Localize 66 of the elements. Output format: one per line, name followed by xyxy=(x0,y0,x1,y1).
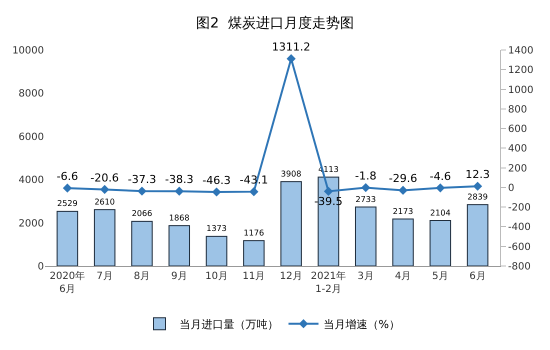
bar xyxy=(466,204,488,266)
y2-tick-label: -800 xyxy=(508,262,531,272)
point xyxy=(436,183,445,192)
bar xyxy=(243,240,265,266)
bar xyxy=(168,225,190,266)
x-tick-label: 9月 xyxy=(171,271,188,282)
bar xyxy=(280,181,302,266)
x-tick-label: 7月 xyxy=(96,271,113,282)
bar xyxy=(392,218,414,266)
x-tick-label: 10月 xyxy=(205,271,228,282)
point xyxy=(249,187,258,196)
data-label: -37.3 xyxy=(128,172,156,186)
x-tick-label: 5月 xyxy=(432,271,449,282)
x-tick-label: 8月 xyxy=(134,271,150,282)
y-tick-label: 6000 xyxy=(18,132,44,143)
point xyxy=(137,186,147,196)
data-label: -6.6 xyxy=(56,170,78,183)
x-tick-label: 3月 xyxy=(358,271,374,282)
data-label: -20.6 xyxy=(90,171,119,184)
x-tick-label: 11月 xyxy=(242,271,266,282)
y-tick-label: 4000 xyxy=(18,175,44,186)
y2-tick-label: -200 xyxy=(508,202,531,214)
y2-tick-label: 400 xyxy=(508,144,528,155)
x-tick-label: 2020年 6月 xyxy=(50,270,86,295)
data-label: 12.3 xyxy=(465,168,490,182)
y-tick-label: 8000 xyxy=(18,88,44,100)
bar xyxy=(354,206,376,266)
bar xyxy=(94,209,116,266)
y-tick-label: 2000 xyxy=(18,218,44,230)
data-label: -46.3 xyxy=(202,174,231,187)
point xyxy=(473,182,482,191)
y2-tick-label: 1400 xyxy=(508,46,534,56)
y2-tick-label: 1000 xyxy=(508,84,534,96)
bar xyxy=(131,220,153,266)
y2-tick-label: 1200 xyxy=(508,65,534,76)
x-tick-label: 4月 xyxy=(394,271,412,282)
y2-tick-label: 600 xyxy=(508,124,528,136)
x-tick-label: 6月 xyxy=(469,271,486,282)
point xyxy=(286,54,296,64)
legend-label: 当月进口量（万吨） xyxy=(180,318,278,331)
point xyxy=(62,184,72,193)
point xyxy=(361,183,370,192)
x-tick-label: 12月 xyxy=(280,271,303,282)
point xyxy=(100,184,110,194)
data-label: -1.8 xyxy=(355,170,376,183)
data-label: -38.3 xyxy=(165,173,194,186)
point xyxy=(324,186,333,196)
data-label: 1311.2 xyxy=(272,40,310,54)
point xyxy=(212,187,222,197)
data-label: -29.6 xyxy=(388,172,418,186)
y-tick-label: 0 xyxy=(38,262,44,272)
bar xyxy=(56,210,78,266)
bar xyxy=(206,236,228,266)
data-label: -4.6 xyxy=(430,170,452,183)
y2-tick-label: -600 xyxy=(508,242,531,253)
y-tick-label: 10000 xyxy=(12,46,44,56)
x-tick-label: 2021年 1-2月 xyxy=(310,270,346,295)
y2-tick-label: 800 xyxy=(508,104,528,116)
legend-label: 当月增速（%） xyxy=(324,318,400,331)
bar xyxy=(430,220,452,266)
point xyxy=(398,186,408,195)
point xyxy=(174,186,184,196)
y2-tick-label: 200 xyxy=(508,163,528,174)
y2-tick-label: -400 xyxy=(508,222,531,234)
chart-title: 图2 煤炭进口月度走势图 xyxy=(196,15,354,32)
y2-tick-label: 0 xyxy=(508,182,514,194)
